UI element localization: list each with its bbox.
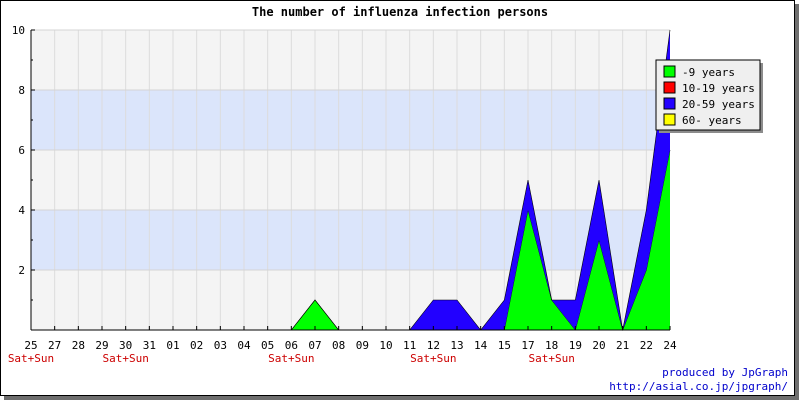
weekend-label: Sat+Sun [8,352,54,365]
x-tick-label: 11 [403,339,416,352]
credit-url[interactable]: http://asial.co.jp/jpgraph/ [609,380,788,393]
plot-band [31,150,670,210]
x-tick-label: 10 [379,339,392,352]
x-tick-label: 21 [616,339,629,352]
legend-label: 10-19 years [682,82,755,95]
y-tick-label: 4 [18,204,25,217]
x-tick-label: 01 [166,339,179,352]
x-tick-label: 22 [640,339,653,352]
plot-band [31,90,670,150]
x-tick-label: 27 [48,339,61,352]
weekend-label: Sat+Sun [102,352,148,365]
x-tick-label: 12 [427,339,440,352]
legend-swatch [663,65,676,78]
weekend-label: Sat+Sun [410,352,456,365]
x-tick-label: 15 [498,339,511,352]
weekend-label: Sat+Sun [528,352,574,365]
x-tick-label: 17 [521,339,534,352]
x-tick-label: 06 [285,339,298,352]
series-area [31,150,670,330]
x-tick-label: 31 [143,339,156,352]
x-tick-label: 07 [308,339,321,352]
x-tick-label: 19 [569,339,582,352]
credit-producer: produced by JpGraph [662,366,788,379]
legend-label: 20-59 years [682,98,755,111]
x-tick-label: 24 [663,339,677,352]
x-tick-label: 05 [261,339,274,352]
plot-band [31,30,670,90]
y-tick-label: 10 [12,24,25,37]
y-tick-label: 6 [18,144,25,157]
x-tick-label: 13 [450,339,463,352]
legend-swatch [663,97,676,110]
x-tick-label: 20 [592,339,605,352]
legend-swatch [663,81,676,94]
x-tick-label: 04 [237,339,251,352]
x-tick-label: 28 [72,339,85,352]
y-tick-label: 2 [18,264,25,277]
plot-band [31,210,670,270]
x-tick-label: 25 [24,339,37,352]
x-tick-label: 09 [356,339,369,352]
x-tick-label: 18 [545,339,558,352]
weekend-label: Sat+Sun [268,352,314,365]
x-tick-label: 29 [95,339,108,352]
x-tick-label: 02 [190,339,203,352]
chart-title: The number of influenza infection person… [252,5,548,19]
legend-label: 60- years [682,114,742,127]
x-tick-label: 30 [119,339,132,352]
x-tick-label: 03 [214,339,227,352]
x-tick-label: 14 [474,339,488,352]
legend-swatch [663,113,676,126]
x-tick-label: 08 [332,339,345,352]
legend-label: -9 years [682,66,735,79]
y-tick-label: 8 [18,84,25,97]
